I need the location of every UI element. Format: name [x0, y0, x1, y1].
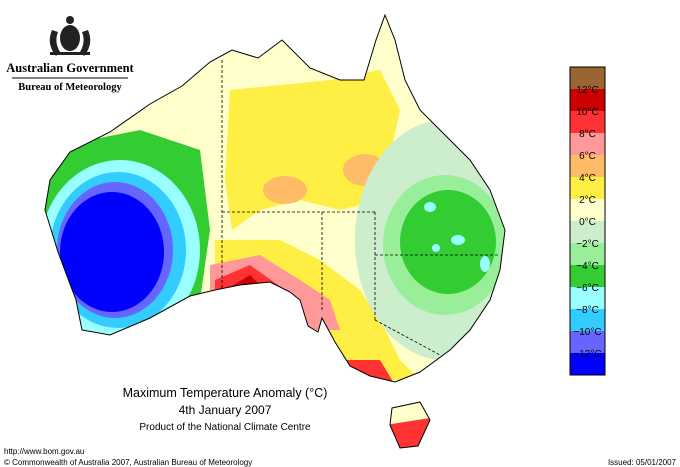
map-title: Maximum Temperature Anomaly (°C): [123, 386, 328, 400]
legend-label: −12°C: [573, 349, 601, 360]
legend-swatch: [570, 331, 605, 353]
legend-label: 0°C: [579, 217, 596, 228]
url: http://www.bom.gov.au: [4, 447, 84, 456]
legend-label: 10°C: [576, 107, 598, 118]
issued: Issued: 05/01/2007: [608, 458, 677, 467]
legend-swatch: [570, 89, 605, 111]
coat-of-arms: [49, 16, 91, 56]
legend-swatch: [570, 353, 605, 375]
legend-swatch: [570, 155, 605, 177]
legend-frame: [569, 66, 606, 376]
legend-swatch: [570, 287, 605, 309]
legend-swatch: [570, 111, 605, 133]
government-name: Australian Government: [6, 61, 134, 75]
legend-label: 8°C: [579, 129, 596, 140]
legend-swatch: [570, 265, 605, 287]
legend-swatch: [570, 177, 605, 199]
legend-label: −2°C: [576, 239, 599, 250]
legend: 12°C 10°C 8°C 6°C 4°C 2°C 0°C −2°C −4°C −6°C −8°C −…: [569, 66, 606, 376]
legend-swatch: [570, 67, 605, 89]
state-borders: [221, 60, 500, 356]
legend-label: 6°C: [579, 151, 596, 162]
legend-label: 2°C: [579, 195, 596, 206]
legend-label: −10°C: [573, 327, 601, 338]
copyright: © Commonwealth of Australia 2007, Austra…: [4, 458, 252, 467]
legend-swatch: [570, 309, 605, 331]
map-credit: Product of the National Climate Centre: [139, 422, 311, 433]
agency-name: Bureau of Meteorology: [18, 82, 122, 93]
legend-label: −6°C: [576, 283, 599, 294]
legend-label: 4°C: [579, 173, 596, 184]
legend-swatch: [570, 199, 605, 221]
legend-label: −8°C: [576, 305, 599, 316]
legend-swatch: [570, 221, 605, 243]
legend-swatch: [570, 243, 605, 265]
map-date: 4th January 2007: [179, 403, 272, 417]
legend-label: −4°C: [576, 261, 599, 272]
legend-swatch: [570, 133, 605, 155]
legend-label: 12°C: [576, 85, 598, 96]
